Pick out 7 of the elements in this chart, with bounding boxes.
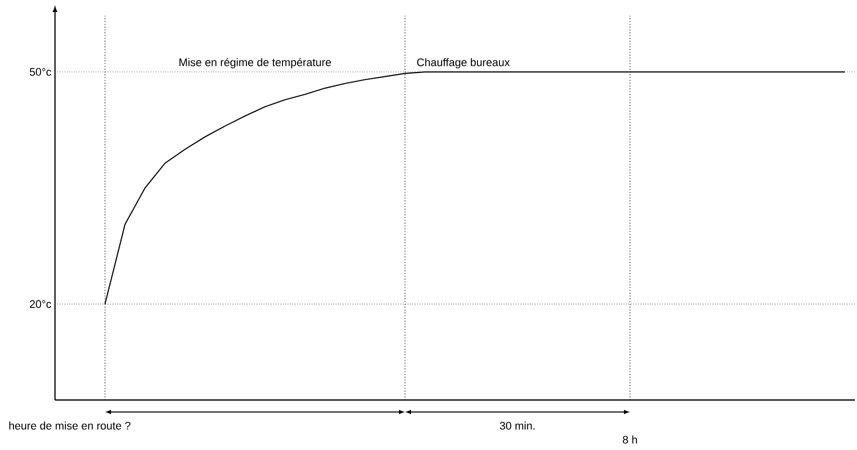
- text: 30 min.: [500, 422, 535, 430]
- annotation: Mise en régime de température: [179, 58, 331, 68]
- text: 8 h: [622, 436, 637, 444]
- annotation: Chauffage bureaux: [417, 58, 510, 68]
- y-tick-label: 50°c: [30, 68, 52, 76]
- text: heure de mise en route ?: [9, 422, 130, 430]
- y-tick-label: 20°c: [30, 300, 52, 308]
